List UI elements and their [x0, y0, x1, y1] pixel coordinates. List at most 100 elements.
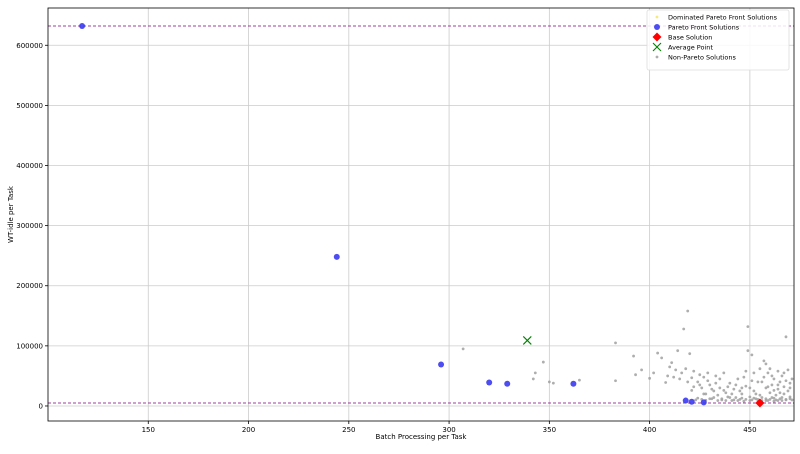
- non-pareto-solutions-point: [692, 369, 696, 373]
- non-pareto-solutions-point: [768, 397, 772, 401]
- non-pareto-solutions-point: [742, 399, 746, 403]
- non-pareto-solutions-point: [732, 398, 736, 402]
- non-pareto-solutions-point: [782, 392, 786, 396]
- non-pareto-solutions-point: [742, 375, 746, 379]
- x-tick-label: 300: [442, 426, 455, 434]
- non-pareto-solutions-point: [772, 388, 776, 392]
- pareto-front-solutions-point: [504, 380, 511, 387]
- non-pareto-solutions-point: [614, 379, 617, 383]
- pareto-front-solutions-point: [700, 399, 707, 406]
- non-pareto-solutions-point: [724, 391, 728, 395]
- non-pareto-solutions-point: [551, 381, 555, 385]
- legend-marker: [652, 42, 662, 52]
- non-pareto-solutions-point: [780, 399, 784, 402]
- non-pareto-solutions-point: [696, 396, 700, 400]
- non-pareto-solutions-point: [694, 398, 698, 402]
- non-pareto-solutions-point: [776, 399, 780, 402]
- non-pareto-solutions-point: [676, 349, 680, 353]
- non-pareto-solutions-point: [710, 387, 714, 391]
- non-pareto-solutions-point: [686, 380, 690, 384]
- non-pareto-solutions-point: [716, 393, 720, 397]
- non-pareto-solutions-point: [768, 391, 772, 395]
- non-pareto-solutions-point: [680, 371, 684, 375]
- legend-label: Dominated Pareto Front Solutions: [668, 14, 778, 22]
- non-pareto-solutions-point: [728, 396, 732, 399]
- pareto-front-solutions-point: [438, 361, 445, 368]
- non-pareto-solutions-point: [578, 378, 581, 382]
- non-pareto-solutions-point: [784, 398, 788, 402]
- y-tick-label: 300000: [16, 222, 43, 230]
- non-pareto-solutions-point: [718, 386, 722, 390]
- y-axis-label: WT-idle per Task: [7, 185, 15, 243]
- non-pareto-solutions-point: [700, 386, 704, 390]
- non-pareto-solutions-point: [744, 397, 748, 401]
- pareto-front-solutions-point: [570, 380, 577, 387]
- non-pareto-solutions-point: [738, 389, 742, 393]
- non-pareto-solutions-point: [750, 379, 754, 383]
- non-pareto-solutions-point: [734, 383, 738, 387]
- non-pareto-solutions-point: [686, 309, 690, 313]
- non-pareto-solutions-point: [756, 380, 760, 384]
- non-pareto-solutions-point: [740, 392, 744, 396]
- non-pareto-solutions-point: [640, 368, 643, 372]
- non-pareto-solutions-point: [778, 391, 782, 395]
- non-pareto-solutions-point: [750, 353, 754, 357]
- non-pareto-solutions-point: [774, 393, 778, 397]
- legend: Dominated Pareto Front Solutions Pareto F…: [646, 9, 790, 71]
- pareto-front-solutions-point: [688, 398, 695, 405]
- y-tick-label: 100000: [16, 342, 43, 350]
- non-pareto-solutions-point: [716, 399, 720, 402]
- x-tick-label: 400: [643, 426, 656, 434]
- legend-marker: [655, 55, 659, 59]
- non-pareto-solutions-point: [708, 397, 712, 401]
- x-mark-stroke: [652, 42, 662, 52]
- non-pareto-solutions-point: [728, 381, 732, 385]
- non-pareto-solutions-point: [754, 392, 758, 396]
- non-pareto-solutions-point: [788, 386, 792, 390]
- non-pareto-solutions-point: [722, 388, 726, 392]
- non-pareto-solutions-point: [758, 367, 762, 371]
- non-pareto-solutions-point: [752, 396, 756, 400]
- non-pareto-solutions-point: [652, 371, 656, 375]
- non-pareto-solutions-point: [666, 374, 670, 378]
- non-pareto-solutions-point: [461, 347, 465, 351]
- non-pareto-solutions-point: [764, 399, 768, 402]
- non-pareto-solutions-point: [760, 396, 764, 399]
- non-pareto-solutions-point: [752, 371, 756, 375]
- non-pareto-solutions-point: [688, 352, 692, 356]
- pareto-front-solutions-point: [333, 253, 340, 260]
- legend-entry: Base Solution: [652, 32, 712, 42]
- non-pareto-solutions-point: [758, 393, 762, 397]
- non-pareto-solutions-point: [682, 327, 686, 331]
- non-pareto-solutions-point: [762, 375, 766, 379]
- non-pareto-solutions-point: [786, 389, 790, 393]
- non-pareto-solutions-point: [780, 396, 784, 399]
- pareto-front-solutions-point: [79, 23, 86, 30]
- non-pareto-solutions-point: [730, 392, 734, 396]
- non-pareto-solutions-point: [746, 349, 750, 353]
- legend-label: Non-Pareto Solutions: [668, 54, 737, 62]
- non-pareto-solutions-point: [744, 384, 748, 388]
- x-tick-label: 250: [342, 426, 355, 434]
- non-pareto-solutions-point: [698, 373, 702, 377]
- non-pareto-solutions-point: [714, 381, 718, 385]
- y-tick-label: 600000: [16, 42, 43, 50]
- non-pareto-solutions-point: [724, 399, 728, 402]
- non-pareto-solutions-point: [740, 396, 744, 400]
- pareto-front-solutions-point: [486, 379, 493, 386]
- non-pareto-solutions-point: [764, 362, 768, 366]
- non-pareto-solutions-point: [788, 397, 792, 401]
- non-pareto-solutions-point: [708, 383, 712, 387]
- x-tick-label: 450: [743, 426, 756, 434]
- y-tick-label: 500000: [16, 102, 43, 110]
- non-pareto-solutions-point: [678, 377, 682, 381]
- non-pareto-solutions-point: [772, 396, 776, 400]
- non-pareto-solutions-point: [762, 359, 766, 363]
- non-pareto-solutions-point: [790, 377, 794, 381]
- legend-marker: [655, 15, 659, 19]
- legend-box: [646, 9, 790, 71]
- average-point-point: [522, 336, 532, 345]
- x-tick-label: 150: [142, 426, 155, 434]
